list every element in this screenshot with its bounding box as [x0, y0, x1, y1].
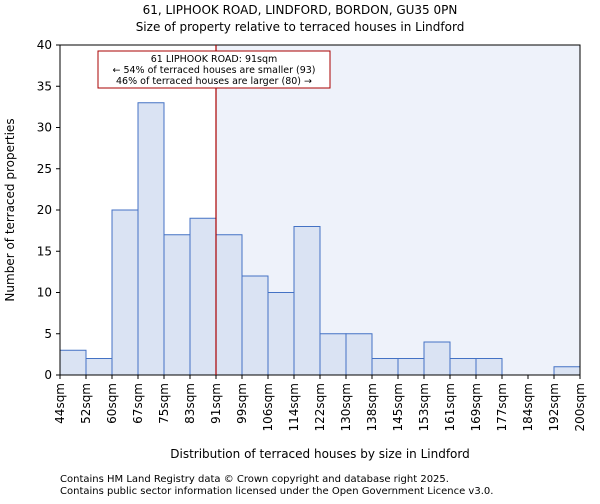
- x-tick-label: 83sqm: [183, 383, 197, 424]
- bar-153sqm: [423, 341, 451, 376]
- y-tick-label: 10: [37, 286, 52, 300]
- bar-122sqm: [319, 333, 347, 376]
- x-tick-label: 161sqm: [443, 383, 457, 431]
- annotation-line-2: ← 54% of terraced houses are smaller (93…: [112, 65, 315, 76]
- x-tick-label: 145sqm: [391, 383, 405, 431]
- annotation-line-3: 46% of terraced houses are larger (80) →: [116, 76, 312, 87]
- bar-67sqm: [137, 102, 165, 376]
- bar-91sqm: [215, 234, 243, 376]
- x-tick-label: 169sqm: [469, 383, 483, 431]
- x-tick-label: 44sqm: [53, 383, 67, 424]
- chart-title: 61, LIPHOOK ROAD, LINDFORD, BORDON, GU35…: [143, 3, 458, 17]
- y-tick-label: 40: [37, 38, 52, 52]
- x-tick-label: 184sqm: [521, 383, 535, 431]
- x-tick-label: 114sqm: [287, 383, 301, 431]
- bar-52sqm: [85, 358, 113, 376]
- footer-line-1: Contains HM Land Registry data © Crown c…: [60, 474, 449, 485]
- bar-75sqm: [163, 234, 191, 376]
- bar-83sqm: [189, 217, 217, 376]
- bar-169sqm: [475, 358, 503, 376]
- bar-161sqm: [449, 358, 477, 376]
- bar-99sqm: [241, 275, 269, 376]
- chart-subtitle: Size of property relative to terraced ho…: [136, 20, 465, 34]
- y-tick-label: 35: [37, 79, 52, 93]
- bar-192sqm: [553, 366, 581, 376]
- x-tick-label: 122sqm: [313, 383, 327, 431]
- x-axis-label: Distribution of terraced houses by size …: [170, 447, 469, 461]
- x-tick-label: 192sqm: [547, 383, 561, 431]
- y-tick-label: 15: [37, 244, 52, 258]
- y-tick-label: 0: [44, 368, 52, 382]
- x-tick-label: 99sqm: [235, 383, 249, 424]
- x-tick-label: 177sqm: [495, 383, 509, 431]
- x-tick-label: 130sqm: [339, 383, 353, 431]
- x-tick-label: 52sqm: [79, 383, 93, 424]
- y-axis-label: Number of terraced properties: [3, 118, 17, 301]
- y-tick-label: 25: [37, 162, 52, 176]
- plot-frame: [59, 44, 581, 376]
- x-tick-label: 91sqm: [209, 383, 223, 424]
- x-tick-label: 75sqm: [157, 383, 171, 424]
- footer-line-2: Contains public sector information licen…: [60, 486, 493, 497]
- bar-130sqm: [345, 333, 373, 376]
- x-tick-label: 67sqm: [131, 383, 145, 424]
- x-tick-label: 153sqm: [417, 383, 431, 431]
- bar-138sqm: [371, 358, 399, 376]
- bar-44sqm: [59, 349, 87, 376]
- bar-60sqm: [111, 209, 139, 376]
- bar-145sqm: [397, 358, 425, 376]
- x-tick-label: 106sqm: [261, 383, 275, 431]
- bar-114sqm: [293, 226, 321, 376]
- annotation-box: [97, 50, 331, 89]
- y-tick-label: 5: [44, 327, 52, 341]
- x-tick-label: 138sqm: [365, 383, 379, 431]
- bar-106sqm: [267, 292, 295, 376]
- annotation-line-1: 61 LIPHOOK ROAD: 91sqm: [151, 54, 278, 65]
- y-tick-label: 20: [37, 203, 52, 217]
- x-tick-label: 200sqm: [573, 383, 587, 431]
- x-tick-label: 60sqm: [105, 383, 119, 424]
- y-tick-label: 30: [37, 121, 52, 135]
